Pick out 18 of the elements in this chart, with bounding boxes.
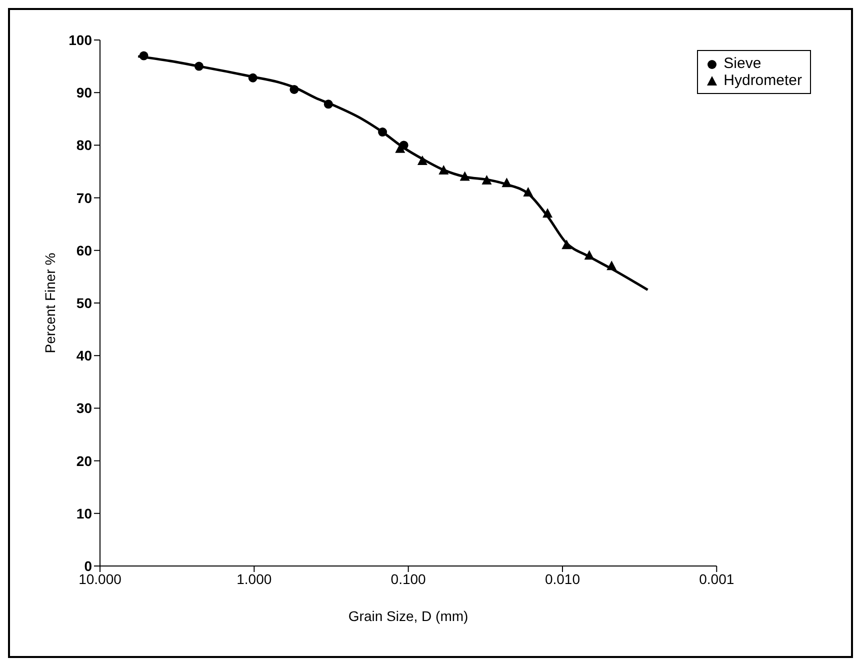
y-tick-label: 90 — [76, 84, 92, 101]
y-tick-label: 10 — [76, 505, 92, 522]
x-tick-label: 0.001 — [699, 570, 734, 587]
x-tick-label: 0.010 — [544, 570, 580, 587]
y-tick-label: 40 — [76, 348, 92, 364]
y-tick-label: 70 — [76, 190, 92, 206]
y-tick-label: 60 — [76, 242, 92, 258]
x-tick-label: 1.000 — [236, 570, 272, 587]
y-tick-label: 20 — [76, 452, 92, 469]
legend-label: Hydrometer — [724, 72, 802, 89]
y-tick-label: 50 — [76, 294, 92, 311]
y-tick-label: 80 — [76, 137, 92, 154]
y-tick-label: 30 — [76, 400, 92, 416]
y-axis-title: Percent Finer % — [42, 252, 58, 354]
x-tick-label: 0.100 — [390, 570, 426, 587]
legend-label: Sieve — [724, 55, 762, 72]
x-axis-title: Grain Size, D (mm) — [348, 608, 468, 624]
y-tick-label: 100 — [68, 32, 92, 48]
